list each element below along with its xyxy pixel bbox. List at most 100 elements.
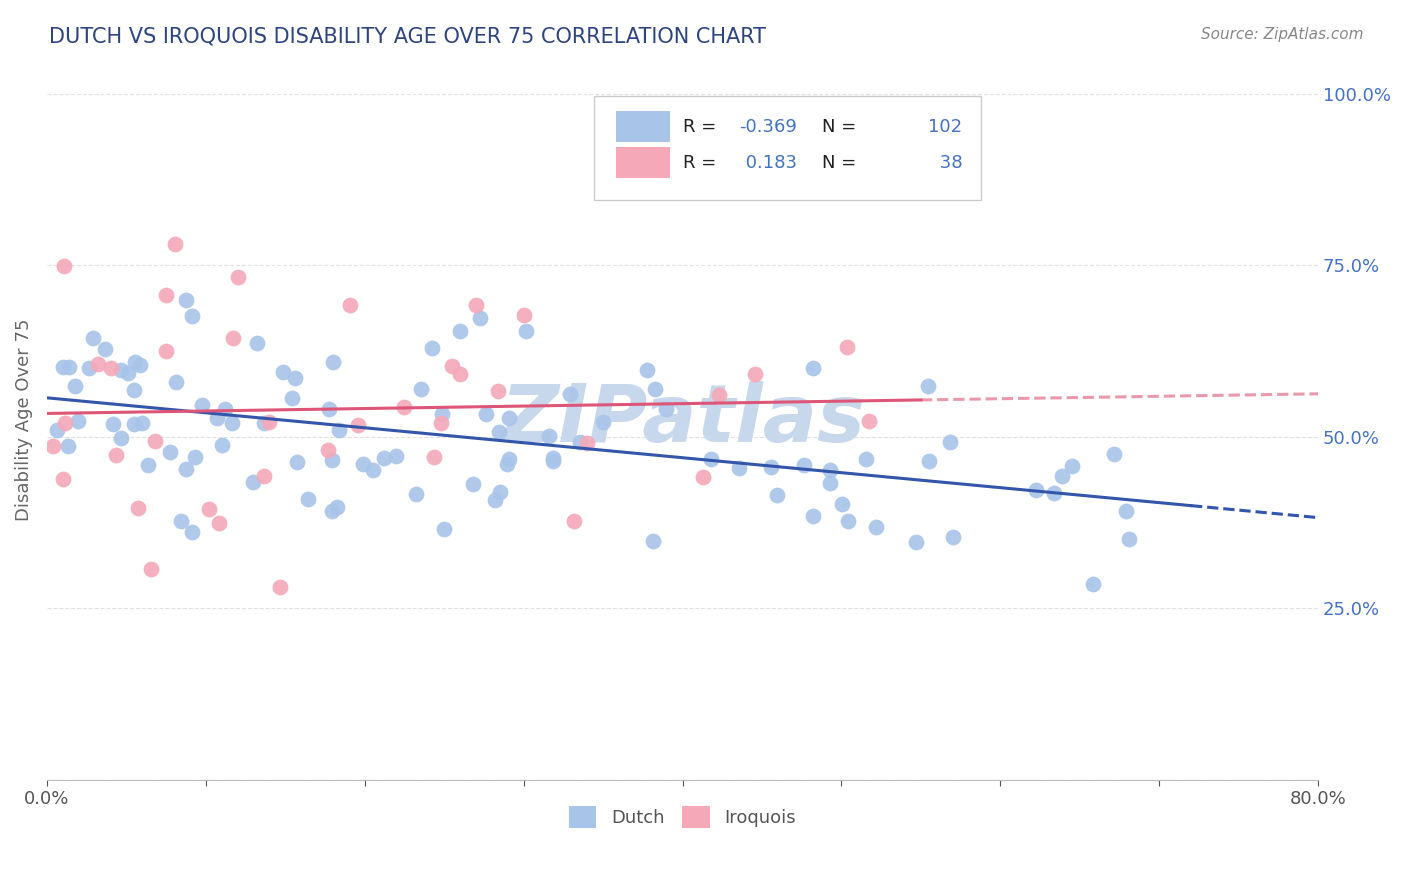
- Point: [155, 288, 177, 302]
- Point: [141, 562, 163, 576]
- Point: [592, 415, 614, 429]
- Point: [858, 414, 880, 428]
- FancyBboxPatch shape: [616, 112, 669, 142]
- Point: [205, 410, 228, 425]
- Point: [52, 360, 75, 375]
- Point: [284, 371, 307, 385]
- Point: [484, 493, 506, 508]
- Text: 38: 38: [934, 153, 962, 171]
- Point: [82, 331, 104, 345]
- Point: [541, 451, 564, 466]
- Point: [430, 416, 453, 430]
- Point: [321, 504, 343, 518]
- Point: [488, 425, 510, 439]
- Point: [45, 423, 67, 437]
- Point: [285, 455, 308, 469]
- Text: ZIPatlas: ZIPatlas: [501, 381, 865, 458]
- Point: [541, 453, 564, 467]
- Point: [636, 363, 658, 377]
- Point: [385, 449, 408, 463]
- Point: [325, 500, 347, 515]
- Point: [855, 451, 877, 466]
- Point: [728, 461, 751, 475]
- Point: [489, 484, 512, 499]
- Point: [700, 452, 723, 467]
- Point: [1050, 469, 1073, 483]
- Point: [181, 524, 204, 539]
- Point: [58, 439, 80, 453]
- Point: [155, 344, 177, 359]
- Point: [513, 308, 536, 322]
- Point: [440, 359, 463, 374]
- Point: [917, 378, 939, 392]
- Point: [475, 407, 498, 421]
- Point: [165, 237, 187, 252]
- Point: [281, 391, 304, 405]
- Point: [159, 444, 181, 458]
- Point: [818, 463, 841, 477]
- Point: [347, 417, 370, 432]
- Legend: Dutch, Iroquois: Dutch, Iroquois: [562, 799, 803, 836]
- Point: [117, 366, 139, 380]
- Point: [197, 501, 219, 516]
- Point: [904, 534, 927, 549]
- Point: [208, 516, 231, 530]
- Text: R =: R =: [682, 118, 716, 136]
- Point: [420, 341, 443, 355]
- Point: [644, 382, 666, 396]
- Point: [423, 450, 446, 464]
- Point: [271, 365, 294, 379]
- Point: [316, 442, 339, 457]
- Point: [103, 417, 125, 432]
- Point: [174, 293, 197, 307]
- FancyBboxPatch shape: [593, 95, 981, 200]
- Point: [124, 355, 146, 369]
- Point: [558, 387, 581, 401]
- Point: [837, 340, 859, 354]
- Point: [939, 434, 962, 449]
- Point: [131, 417, 153, 431]
- Point: [191, 398, 214, 412]
- Point: [837, 514, 859, 528]
- Point: [321, 452, 343, 467]
- Point: [297, 492, 319, 507]
- Point: [94, 342, 117, 356]
- Point: [127, 501, 149, 516]
- Point: [470, 311, 492, 326]
- Point: [184, 450, 207, 464]
- Text: N =: N =: [823, 118, 856, 136]
- Point: [170, 514, 193, 528]
- Point: [496, 457, 519, 471]
- Point: [641, 534, 664, 549]
- Point: [66, 413, 89, 427]
- FancyBboxPatch shape: [616, 147, 669, 178]
- Point: [124, 417, 146, 431]
- Point: [53, 259, 76, 273]
- Point: [820, 475, 842, 490]
- Point: [655, 401, 678, 416]
- Point: [222, 331, 245, 345]
- Point: [228, 269, 250, 284]
- Point: [253, 416, 276, 430]
- Point: [181, 309, 204, 323]
- Text: 102: 102: [928, 118, 962, 136]
- Point: [942, 530, 965, 544]
- Point: [87, 357, 110, 371]
- Point: [918, 454, 941, 468]
- Point: [430, 407, 453, 421]
- Point: [405, 487, 427, 501]
- Point: [165, 376, 187, 390]
- Point: [1043, 485, 1066, 500]
- Point: [465, 298, 488, 312]
- Point: [246, 335, 269, 350]
- Point: [52, 472, 75, 486]
- Point: [1025, 483, 1047, 497]
- Point: [352, 457, 374, 471]
- Point: [42, 439, 65, 453]
- Point: [709, 387, 731, 401]
- Point: [221, 417, 243, 431]
- Point: [744, 368, 766, 382]
- Point: [110, 431, 132, 445]
- Point: [803, 360, 825, 375]
- Point: [63, 379, 86, 393]
